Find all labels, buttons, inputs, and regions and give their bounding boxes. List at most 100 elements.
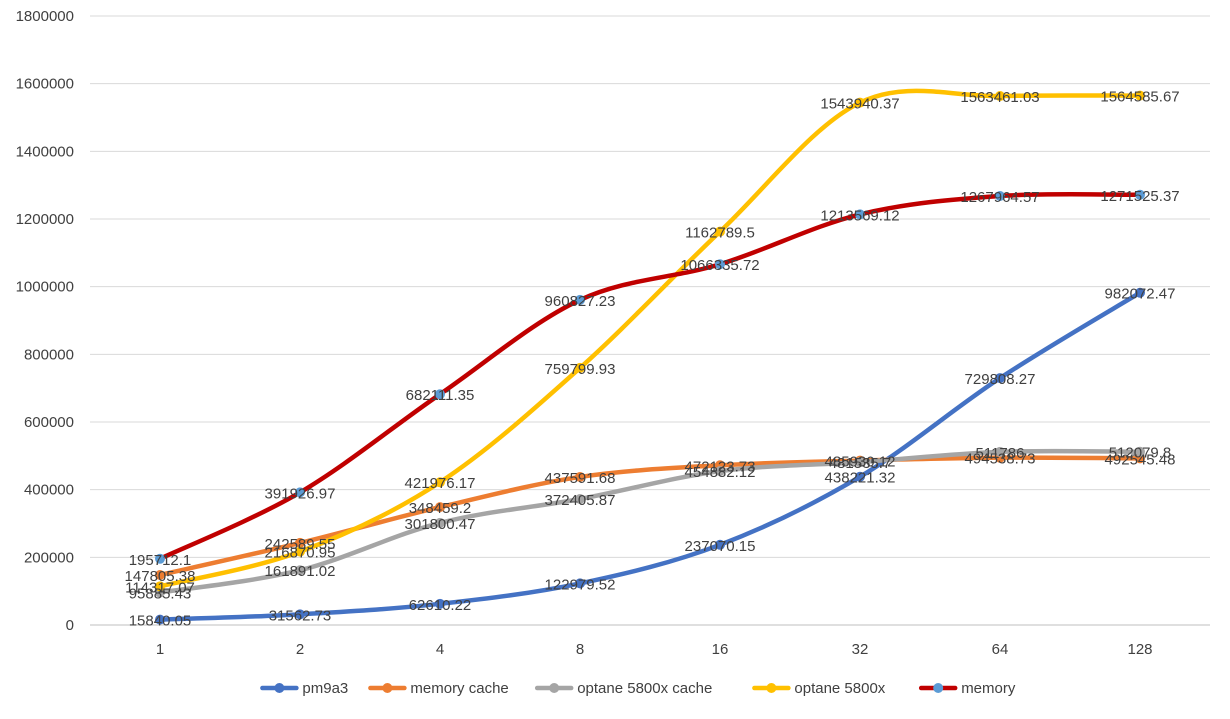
data-point <box>715 466 725 477</box>
series-line <box>157 455 1143 578</box>
data-label: 438221.32 <box>825 470 896 487</box>
data-label: 237070.15 <box>685 538 756 555</box>
x-tick-label: 32 <box>852 641 869 658</box>
data-label: 348459.2 <box>409 500 472 517</box>
x-tick-label: 1 <box>156 641 164 658</box>
data-label: 242589.55 <box>265 536 336 553</box>
data-label: 1066335.72 <box>680 257 759 274</box>
legend-item-memory: memory <box>918 680 1016 697</box>
x-tick-label: 128 <box>1127 641 1152 658</box>
data-point <box>1135 446 1145 457</box>
data-point <box>1135 90 1145 101</box>
data-label: 195712.1 <box>129 552 192 569</box>
data-point <box>435 502 445 513</box>
data-label: 31562.73 <box>269 607 332 624</box>
y-tick-label: 600000 <box>24 414 74 431</box>
data-label: 437591.68 <box>545 470 616 487</box>
legend-swatch-marker <box>549 683 560 693</box>
data-label: 95885.43 <box>129 586 192 603</box>
series-pm9a3 <box>155 287 1145 625</box>
data-label: 481535.7 <box>829 455 892 472</box>
y-tick-label: 1800000 <box>16 8 74 25</box>
data-label: 492545.48 <box>1105 451 1176 468</box>
data-point <box>435 477 445 488</box>
data-label: 759799.93 <box>545 361 616 378</box>
data-point <box>1135 189 1145 200</box>
data-label: 62610.22 <box>409 597 472 614</box>
series-optane-5800x-cache <box>155 446 1145 598</box>
data-label: 1213569.12 <box>820 207 899 224</box>
data-label: 301800.47 <box>405 516 476 533</box>
data-label: 511786 <box>976 445 1025 462</box>
data-point <box>435 517 445 528</box>
data-point <box>715 539 725 550</box>
data-label: 982072.47 <box>1105 286 1176 303</box>
x-tick-label: 4 <box>436 641 444 658</box>
legend-swatch-marker <box>766 683 777 693</box>
legend-label: optane 5800x cache <box>577 680 712 697</box>
data-point <box>155 581 165 592</box>
data-label: 454882.12 <box>685 464 756 481</box>
data-point <box>855 97 865 108</box>
legend-item-optane-5800x-cache: optane 5800x cache <box>534 680 712 697</box>
data-point <box>295 487 305 498</box>
data-point <box>155 569 165 580</box>
data-label: 1543940.37 <box>820 96 899 113</box>
data-point <box>435 598 445 609</box>
series-optane-5800x <box>155 88 1145 592</box>
y-tick-label: 1600000 <box>16 76 74 93</box>
series-line <box>157 191 1143 562</box>
data-label: 472123.73 <box>685 458 756 475</box>
data-label: 494538.73 <box>965 451 1036 468</box>
legend-label: memory cache <box>410 680 508 697</box>
data-label: 372405.87 <box>545 492 616 509</box>
data-point <box>995 446 1005 457</box>
legend: pm9a3 memory cache optane 5800x cache optan… <box>260 680 1016 697</box>
data-point <box>715 259 725 270</box>
data-label: 485930.12 <box>825 454 896 471</box>
data-labels: 15840.05 31562.73 62610.22 122979.52 237070.… <box>125 89 1180 630</box>
y-tick-label: 0 <box>66 617 74 634</box>
data-label: 391926.97 <box>265 485 336 502</box>
x-tick-label: 64 <box>992 641 1009 658</box>
legend-label: memory <box>961 680 1016 697</box>
y-tick-label: 1200000 <box>16 211 74 228</box>
legend-item-memory-cache: memory cache <box>368 680 509 697</box>
y-tick-label: 200000 <box>24 549 74 566</box>
data-point <box>435 389 445 400</box>
data-point <box>995 373 1005 384</box>
data-point <box>295 565 305 576</box>
data-label: 682111.35 <box>406 387 475 404</box>
data-point <box>155 614 165 625</box>
data-label: 729808.27 <box>965 371 1036 388</box>
data-label: 147805.38 <box>125 568 196 585</box>
data-label: 1162789.5 <box>685 225 755 242</box>
data-label: 512079.8 <box>1109 445 1172 462</box>
y-axis-ticks: 0 200000 400000 600000 800000 1000000 1200000 1… <box>16 8 74 634</box>
x-tick-label: 8 <box>576 641 584 658</box>
data-label: 421976.17 <box>405 475 476 492</box>
legend-swatch-marker <box>274 683 285 693</box>
data-point <box>155 553 165 564</box>
series-line <box>157 88 1143 589</box>
x-tick-label: 16 <box>712 641 729 658</box>
data-label: 960827.23 <box>545 293 616 310</box>
data-label: 161891.02 <box>265 563 336 580</box>
x-axis-ticks: 1 2 4 8 16 32 64 128 <box>156 641 1153 658</box>
data-point <box>295 537 305 548</box>
y-tick-label: 1400000 <box>16 143 74 160</box>
data-label: 1271525.37 <box>1100 188 1179 205</box>
gridlines <box>90 15 1210 626</box>
legend-swatch-marker <box>382 683 393 693</box>
data-point <box>575 362 585 373</box>
data-point <box>855 471 865 482</box>
data-label: 114317.07 <box>125 579 195 596</box>
data-label: 15840.05 <box>129 613 192 630</box>
data-point <box>855 457 865 468</box>
legend-swatch-marker <box>933 683 944 693</box>
data-point <box>855 209 865 220</box>
data-point <box>295 609 305 620</box>
data-label: 1563461.03 <box>960 89 1039 106</box>
